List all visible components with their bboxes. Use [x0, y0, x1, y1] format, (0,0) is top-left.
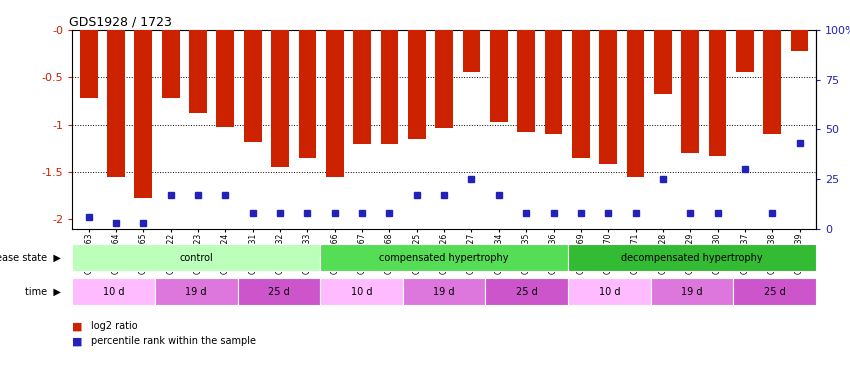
Bar [408, 30, 426, 139]
Bar [271, 30, 289, 167]
Text: ■: ■ [72, 336, 82, 346]
Text: 25 d: 25 d [516, 286, 538, 297]
Bar [651, 278, 734, 305]
Text: time  ▶: time ▶ [26, 286, 61, 297]
Text: 19 d: 19 d [682, 286, 703, 297]
Bar [682, 30, 699, 153]
Bar [162, 30, 179, 98]
Text: GDS1928 / 1723: GDS1928 / 1723 [69, 16, 172, 29]
Text: 25 d: 25 d [764, 286, 785, 297]
Bar [354, 30, 371, 144]
Bar [403, 278, 485, 305]
Text: log2 ratio: log2 ratio [91, 321, 138, 331]
Bar [72, 244, 320, 272]
Bar [654, 30, 672, 94]
Bar [485, 278, 568, 305]
Text: compensated hypertrophy: compensated hypertrophy [379, 253, 509, 263]
Text: control: control [179, 253, 213, 263]
Bar [320, 244, 568, 272]
Text: percentile rank within the sample: percentile rank within the sample [91, 336, 256, 346]
Bar [190, 30, 207, 113]
Text: disease state  ▶: disease state ▶ [0, 253, 61, 263]
Bar [490, 30, 507, 122]
Bar [572, 30, 590, 158]
Text: 10 d: 10 d [598, 286, 620, 297]
Bar [568, 278, 651, 305]
Bar [736, 30, 754, 72]
Bar [244, 30, 262, 142]
Bar [72, 278, 155, 305]
Bar [298, 30, 316, 158]
Bar [599, 30, 617, 164]
Bar [155, 278, 237, 305]
Bar [790, 30, 808, 51]
Bar [568, 244, 816, 272]
Bar [80, 30, 98, 98]
Bar [545, 30, 563, 134]
Bar [462, 30, 480, 72]
Bar [626, 30, 644, 177]
Text: 19 d: 19 d [185, 286, 207, 297]
Bar [763, 30, 781, 134]
Bar [237, 278, 320, 305]
Bar [107, 30, 125, 177]
Bar [134, 30, 152, 198]
Bar [734, 278, 816, 305]
Text: ■: ■ [72, 321, 82, 331]
Text: 10 d: 10 d [351, 286, 372, 297]
Text: 25 d: 25 d [268, 286, 290, 297]
Bar [326, 30, 343, 177]
Text: decompensated hypertrophy: decompensated hypertrophy [621, 253, 762, 263]
Bar [518, 30, 535, 132]
Bar [709, 30, 727, 156]
Text: 19 d: 19 d [434, 286, 455, 297]
Text: 10 d: 10 d [103, 286, 124, 297]
Bar [320, 278, 403, 305]
Bar [381, 30, 399, 144]
Bar [217, 30, 235, 126]
Bar [435, 30, 453, 128]
